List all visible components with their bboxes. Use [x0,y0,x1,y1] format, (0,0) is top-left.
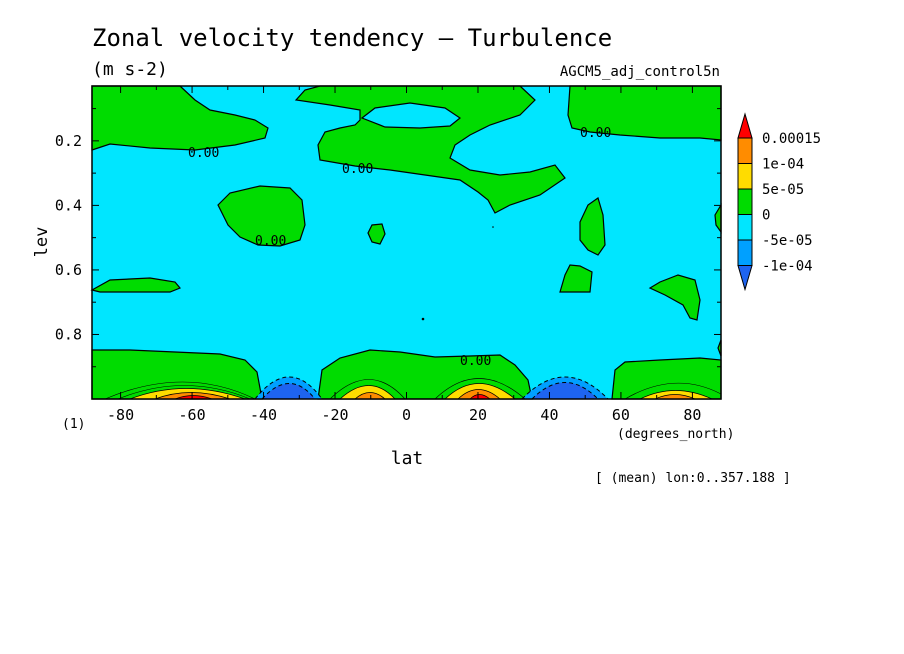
colorbar: 0.00015 1e-04 5e-05 0 -5e-05 -1e-04 [737,112,821,292]
x-tick-label: -60 [179,406,206,424]
y-tick-label: 0.8 [55,325,82,343]
colorbar-label: 1e-04 [762,157,804,173]
x-axis-title: lat [391,448,424,469]
colorbar-extend-max [737,112,753,139]
colorbar-label: -5e-05 [762,233,813,249]
contour-label: 0.00 [188,146,219,161]
contour-label: 0.00 [255,234,286,249]
contour-dot [421,317,425,321]
colorbar-segment [737,239,753,266]
x-tick-label: 20 [469,406,487,424]
plot-units: (m s-2) [92,59,168,80]
contour-dot [492,226,494,228]
contour-positive-region [648,274,701,321]
colorbar-segment [737,214,753,241]
contour-label: 0.00 [460,354,491,369]
y-axis-title: lev [32,227,52,258]
contour-positive-region [91,85,269,151]
plot-title: Zonal velocity tendency — Turbulence [92,24,612,52]
x-axis-units: (degrees_north) [617,427,734,442]
contour-line [104,381,256,400]
contour-positive-region [217,185,306,247]
x-tick-label: -40 [250,406,277,424]
colorbar-label: 0 [762,208,770,224]
y-tick-label: 0.6 [55,261,82,279]
colorbar-segment [737,188,753,215]
footer-note: [ (mean) lon:0..357.188 ] [595,471,791,486]
figure-number: (1) [62,417,85,432]
contour-label: 0.00 [342,162,373,177]
contour-line [624,382,722,400]
axis-ticks: -80 -60 -40 -20 0 20 40 60 80 0.2 0.4 0.6 0.8 [55,86,721,424]
x-tick-label: 0 [402,406,411,424]
y-tick-label: 0.2 [55,132,82,150]
y-tick-label: 0.4 [55,196,82,214]
x-tick-label: -20 [321,406,348,424]
contour-positive-region [90,277,181,293]
contour-positive-region [559,264,593,293]
contour-label: 0.00 [580,126,611,141]
colorbar-label: -1e-04 [762,259,813,275]
x-tick-label: 80 [683,406,701,424]
contour-hole [360,102,462,129]
colorbar-label: 5e-05 [762,182,804,198]
colorbar-extend-min [737,265,753,292]
x-tick-label: 40 [540,406,558,424]
contour-positive-region [579,197,606,256]
colorbar-segment [737,163,753,190]
dataset-name: AGCM5_adj_control5n [560,64,720,80]
colorbar-segment [737,137,753,164]
plot-area: 0.00 0.00 0.00 0.00 0.00 [90,85,722,400]
x-tick-label: 60 [612,406,630,424]
x-tick-label: -80 [107,406,134,424]
contour-line [434,378,526,400]
contour-line [117,385,251,400]
colorbar-label: 0.00015 [762,131,821,147]
contour-positive-region [367,223,386,245]
contour-min-dark [530,382,600,400]
contour-line [329,379,406,400]
